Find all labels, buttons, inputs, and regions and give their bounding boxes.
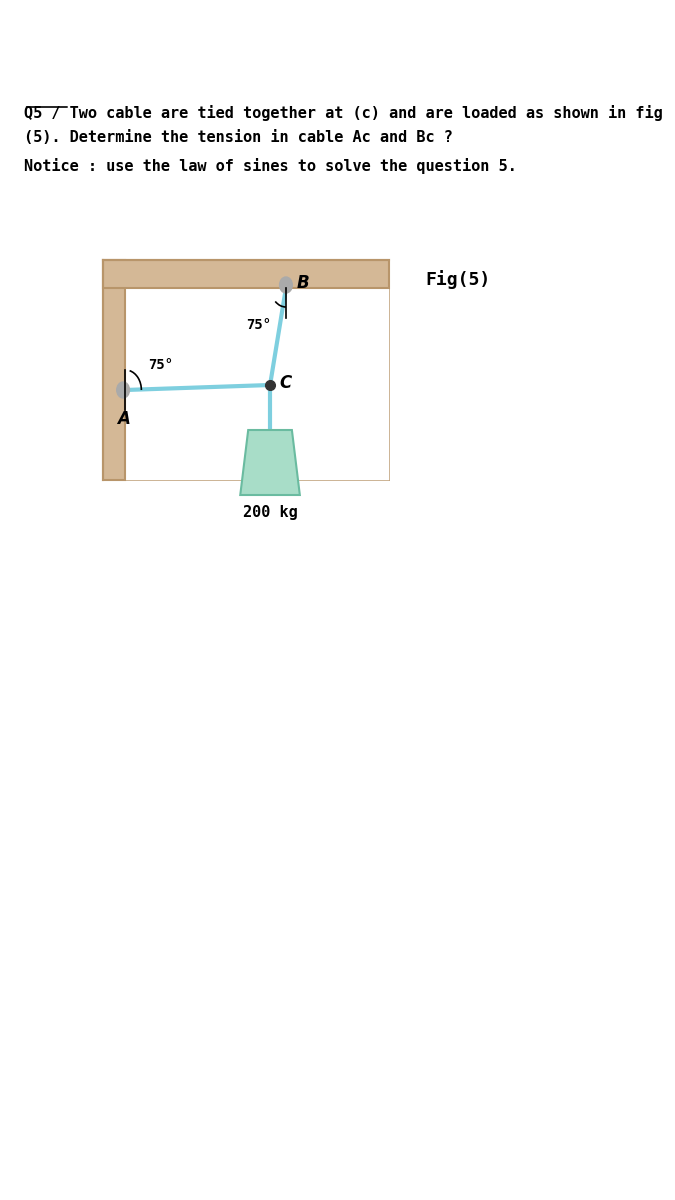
Text: (5). Determine the tension in cable Ac and Bc ?: (5). Determine the tension in cable Ac a…: [24, 130, 453, 145]
Text: Notice : use the law of sines to solve the question 5.: Notice : use the law of sines to solve t…: [24, 158, 516, 174]
Circle shape: [279, 277, 292, 293]
Polygon shape: [126, 288, 389, 480]
Text: 200 kg: 200 kg: [243, 505, 298, 520]
Text: Q5 / Two cable are tied together at (c) and are loaded as shown in fig: Q5 / Two cable are tied together at (c) …: [24, 104, 663, 121]
Polygon shape: [103, 260, 389, 288]
Circle shape: [117, 382, 130, 398]
Text: A: A: [117, 410, 130, 428]
Text: 75°: 75°: [148, 358, 173, 372]
Text: Fig(5): Fig(5): [425, 270, 490, 289]
Polygon shape: [103, 260, 126, 480]
Text: C: C: [279, 374, 292, 392]
Text: 75°: 75°: [246, 318, 271, 332]
Text: B: B: [297, 274, 310, 292]
Polygon shape: [240, 430, 300, 494]
